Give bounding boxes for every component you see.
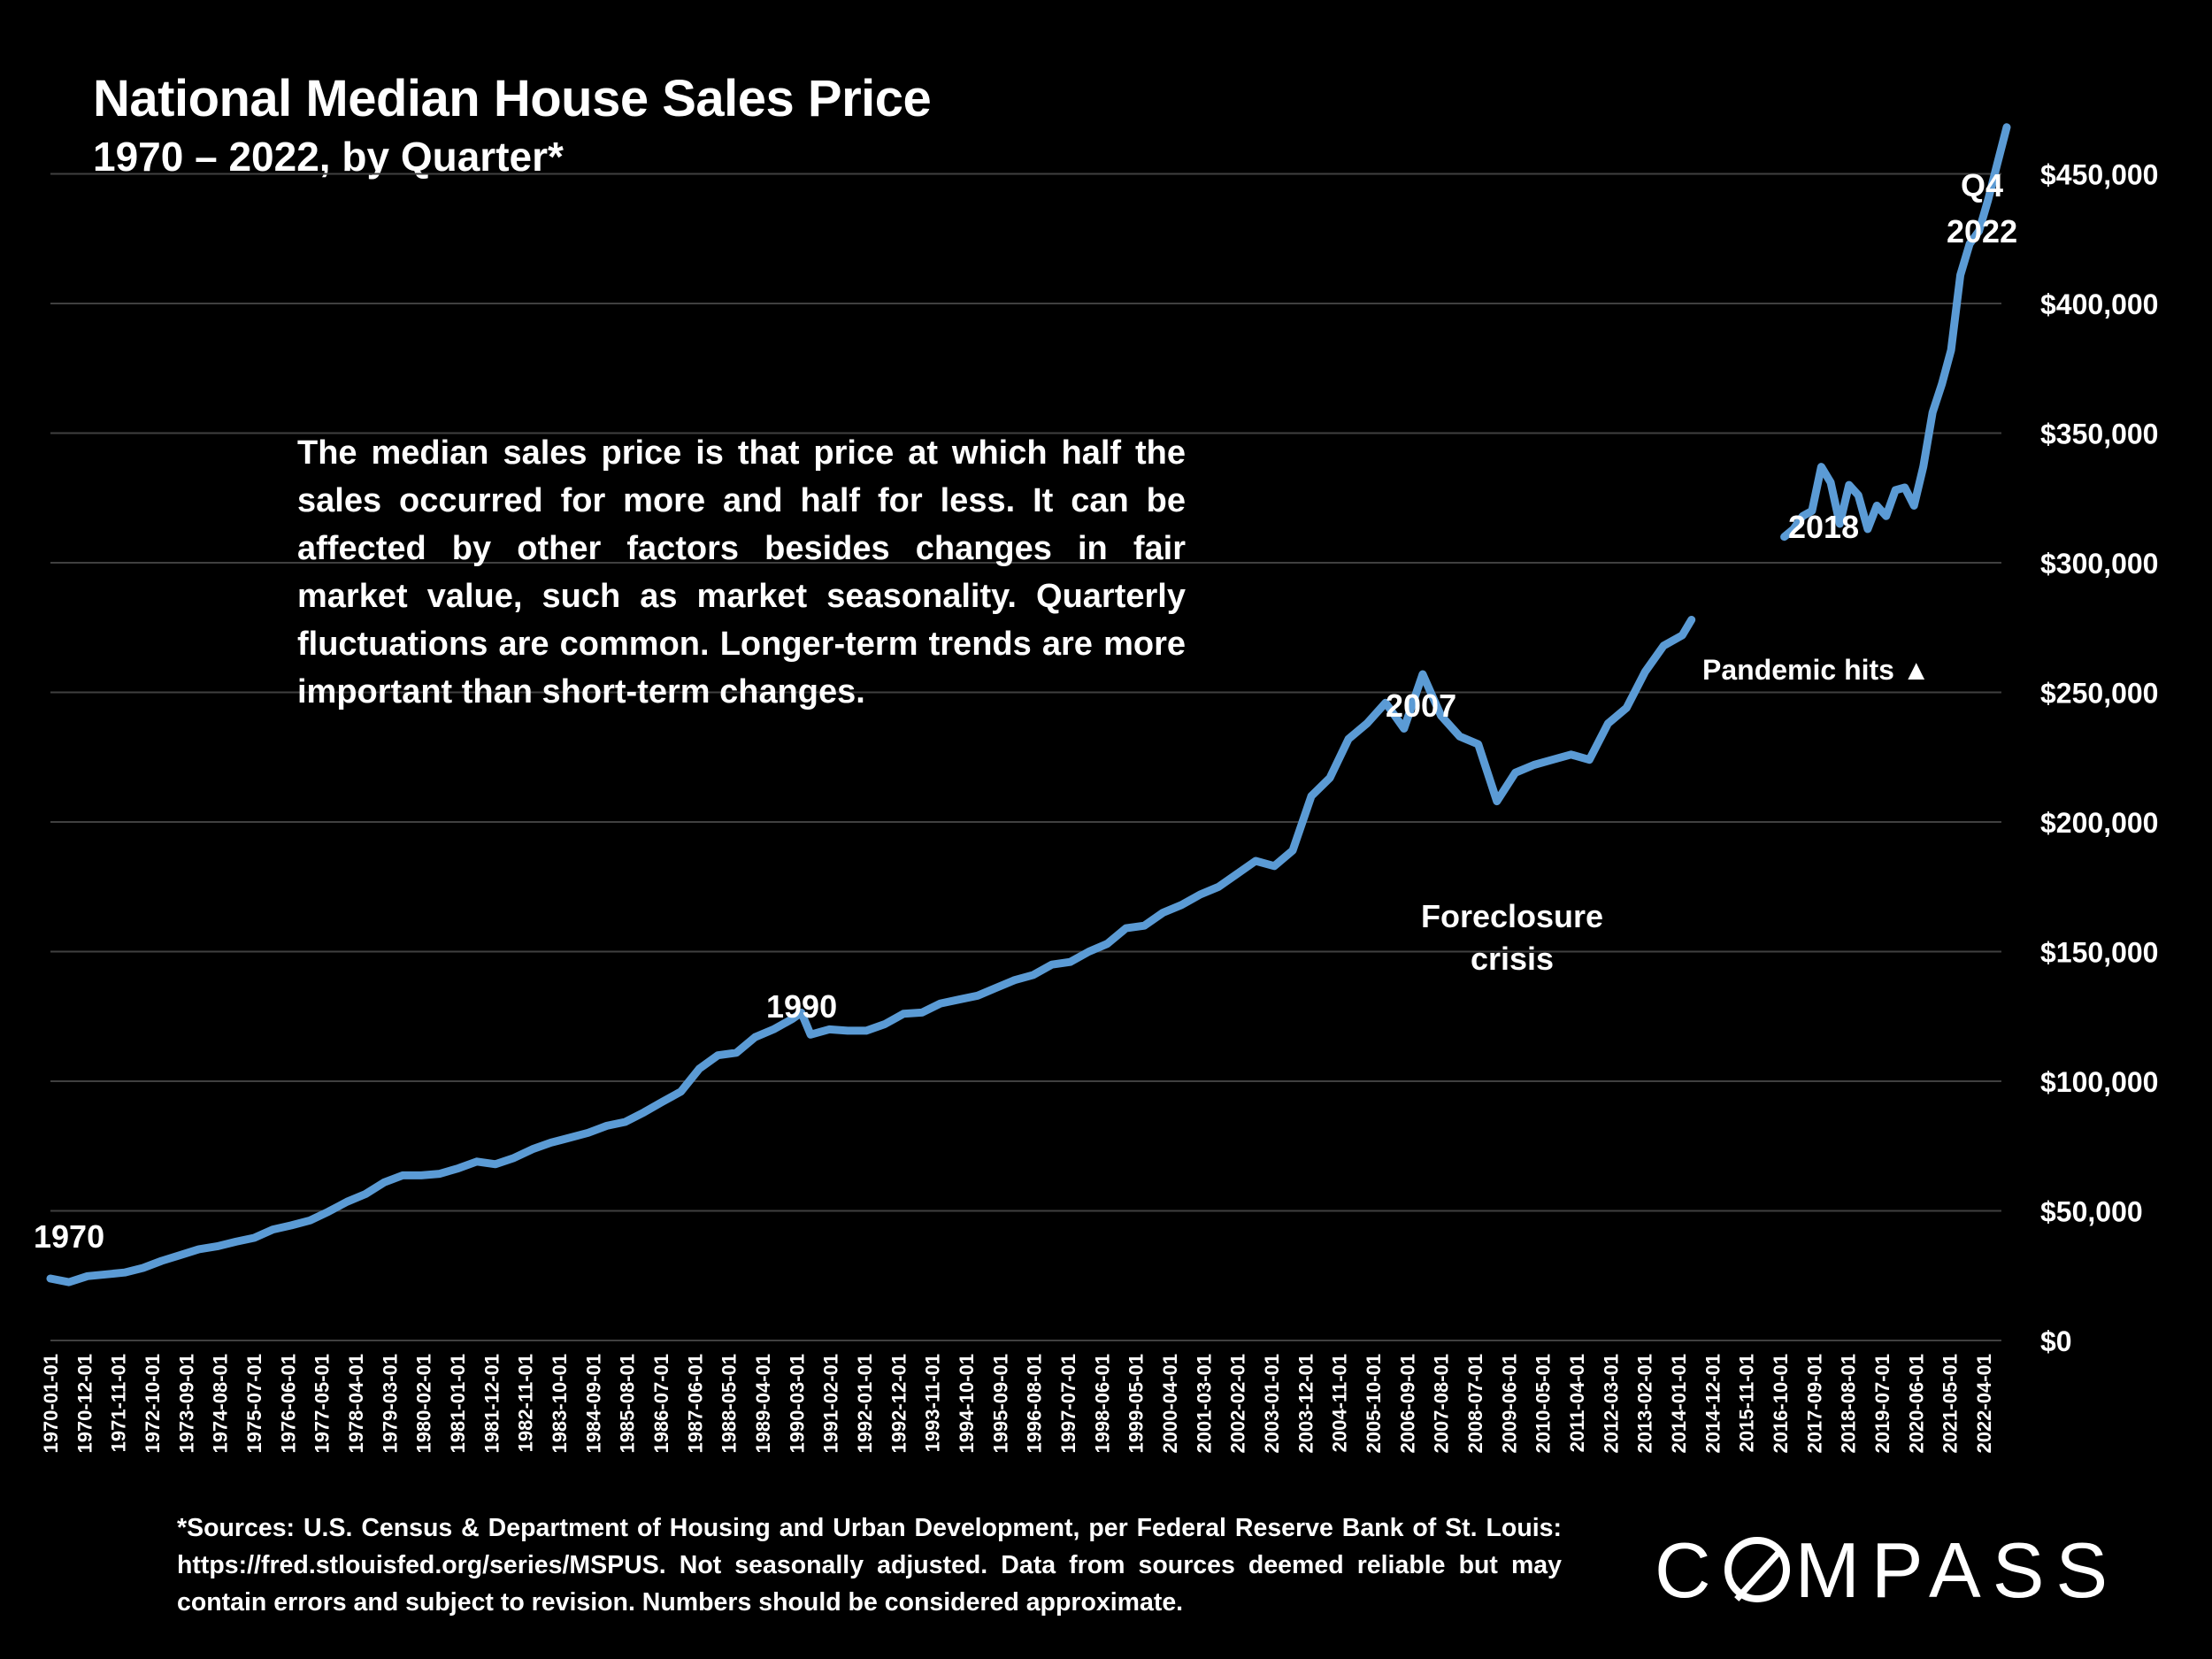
chart-title: National Median House Sales Price [93, 70, 932, 127]
x-tick-label: 2000-04-01 [1159, 1354, 1181, 1454]
x-tick-label: 2001-03-01 [1193, 1354, 1215, 1454]
x-tick-label: 2014-01-01 [1668, 1354, 1690, 1454]
x-tick-label: 2006-09-01 [1396, 1354, 1418, 1454]
annotation-1990: 1990 [766, 988, 838, 1025]
chart-subtitle: 1970 – 2022, by Quarter* [93, 134, 564, 180]
y-tick-label: $100,000 [2040, 1066, 2158, 1098]
explanatory-note: The median sales price is that price at … [297, 434, 1186, 710]
x-tick-label: 1998-06-01 [1091, 1354, 1113, 1454]
x-tick-label: 1991-02-01 [820, 1354, 842, 1454]
x-tick-label: 1976-06-01 [277, 1354, 299, 1454]
x-tick-label: 1981-01-01 [447, 1354, 469, 1454]
annotation-1970: 1970 [34, 1218, 105, 1255]
x-tick-label: 2018-08-01 [1838, 1354, 1860, 1454]
y-tick-label: $350,000 [2040, 419, 2158, 450]
x-tick-label: 1974-08-01 [210, 1354, 232, 1454]
y-tick-label: $450,000 [2040, 159, 2158, 191]
x-tick-label: 1984-09-01 [582, 1354, 604, 1454]
x-tick-label: 2013-02-01 [1634, 1354, 1656, 1454]
x-tick-label: 1993-11-01 [922, 1354, 944, 1452]
x-tick-label: 1992-01-01 [854, 1354, 876, 1454]
y-tick-label: $0 [2040, 1325, 2072, 1357]
y-tick-label: $300,000 [2040, 548, 2158, 580]
x-tick-label: 2005-10-01 [1363, 1354, 1385, 1454]
x-tick-label: 2002-02-01 [1227, 1354, 1249, 1454]
x-tick-label: 1986-07-01 [650, 1354, 672, 1454]
y-tick-label: $400,000 [2040, 288, 2158, 320]
x-tick-label: 1979-03-01 [379, 1354, 401, 1454]
source-footnote: *Sources: U.S. Census & Department of Ho… [177, 1514, 1562, 1617]
x-tick-label: 2020-06-01 [1905, 1354, 1927, 1454]
annotation-2007: 2007 [1386, 687, 1457, 724]
x-tick-label: 2003-12-01 [1294, 1354, 1317, 1454]
x-tick-label: 2004-11-01 [1329, 1354, 1351, 1452]
annotation-foreclosure-crisis: Foreclosure crisis [1421, 898, 1604, 977]
x-tick-label: 1980-02-01 [413, 1354, 435, 1454]
x-tick-label: 1988-05-01 [718, 1354, 741, 1454]
x-tick-label: 1997-07-01 [1057, 1354, 1079, 1454]
compass-logo: C MPASS [1655, 1526, 2120, 1614]
annotation-2018: 2018 [1788, 509, 1860, 545]
x-tick-label: 2022-04-01 [1973, 1354, 1995, 1454]
x-tick-label: 2019-07-01 [1871, 1354, 1893, 1454]
x-tick-label: 1989-04-01 [752, 1354, 774, 1454]
x-tick-label: 1982-11-01 [515, 1354, 537, 1452]
x-tick-label: 1983-10-01 [549, 1354, 571, 1454]
x-tick-label: 1972-10-01 [142, 1354, 164, 1454]
x-tick-label: 1981-12-01 [480, 1354, 503, 1454]
x-tick-label: 1990-03-01 [786, 1354, 808, 1454]
x-tick-label: 1973-09-01 [175, 1354, 197, 1454]
x-tick-label: 2009-06-01 [1498, 1354, 1520, 1454]
annotation-q4-2022: Q4 2022 [1947, 167, 2018, 250]
x-tick-label: 1985-08-01 [617, 1354, 639, 1454]
x-tick-label: 1970-12-01 [73, 1354, 96, 1454]
x-tick-label: 1975-07-01 [243, 1354, 265, 1454]
x-tick-label: 1995-09-01 [989, 1354, 1011, 1454]
y-tick-label: $150,000 [2040, 937, 2158, 969]
x-tick-label: 1977-05-01 [311, 1354, 334, 1454]
x-tick-label: 2003-01-01 [1261, 1354, 1283, 1454]
x-tick-label: 2015-11-01 [1736, 1354, 1758, 1452]
y-tick-label: $200,000 [2040, 807, 2158, 839]
x-tick-label: 2010-05-01 [1532, 1354, 1555, 1454]
price-line-segment-2 [1780, 123, 2011, 541]
x-tick-label: 2012-03-01 [1600, 1354, 1622, 1454]
x-tick-label: 1978-04-01 [345, 1354, 367, 1454]
price-line-segment-1 [46, 616, 1696, 1286]
y-tick-label: $250,000 [2040, 678, 2158, 710]
x-tick-label: 2014-12-01 [1701, 1354, 1724, 1454]
x-tick-label: 2017-09-01 [1803, 1354, 1825, 1454]
x-tick-label: 2021-05-01 [1939, 1354, 1962, 1454]
x-tick-label: 2007-08-01 [1431, 1354, 1453, 1454]
x-tick-label: 1992-12-01 [887, 1354, 910, 1454]
x-tick-label: 1999-05-01 [1125, 1354, 1148, 1454]
x-tick-label: 1987-06-01 [684, 1354, 706, 1454]
x-tick-label: 1994-10-01 [956, 1354, 978, 1454]
x-tick-label: 2011-04-01 [1566, 1354, 1588, 1452]
y-tick-label: $50,000 [2040, 1196, 2143, 1228]
x-tick-label: 2008-07-01 [1464, 1354, 1486, 1454]
x-tick-label: 2016-10-01 [1770, 1354, 1792, 1454]
x-tick-label: 1996-08-01 [1024, 1354, 1046, 1454]
annotation-pandemic-hits: Pandemic hits ▲ [1702, 654, 1931, 686]
x-tick-label: 1970-01-01 [40, 1354, 62, 1454]
x-tick-label: 1971-11-01 [108, 1354, 130, 1452]
